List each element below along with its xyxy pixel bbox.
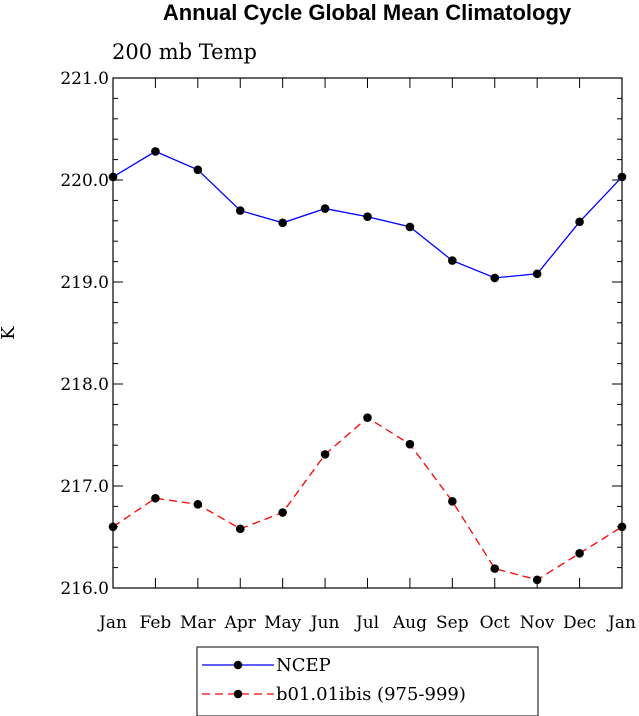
x-tick-label: Jun (309, 613, 340, 633)
data-point (532, 575, 542, 585)
x-tick-label: Apr (224, 613, 257, 633)
data-point (320, 204, 330, 213)
data-point (193, 500, 203, 509)
y-tick-label: 219.0 (60, 273, 109, 293)
y-tick-labels: 216.0 217.0 218.0 219.0 220.0 221.0 (60, 69, 109, 599)
y-axis-label: K (0, 326, 19, 340)
data-point (617, 172, 627, 182)
data-point (235, 524, 245, 534)
series-line-1 (112, 416, 623, 581)
y-tick-label: 216.0 (60, 579, 109, 599)
data-point (363, 212, 372, 222)
chart-subtitle: 200 mb Temp (112, 40, 257, 64)
data-point (193, 165, 203, 175)
data-point (235, 206, 245, 215)
legend-label-ncep: NCEP (276, 655, 331, 676)
y-tick-label: 217.0 (60, 477, 109, 497)
data-point (490, 564, 500, 573)
x-tick-label: Aug (392, 613, 427, 633)
data-point (448, 256, 457, 265)
legend: NCEP b01.01ibis (975-999) (196, 646, 539, 716)
axis-ticks (112, 77, 623, 589)
data-point (405, 439, 415, 449)
data-point (448, 497, 457, 506)
x-tick-label: Sep (436, 613, 469, 633)
x-tick-label: Jan (97, 613, 127, 633)
y-tick-label: 221.0 (60, 69, 109, 89)
data-point (532, 269, 542, 279)
plot-frame (112, 77, 623, 589)
x-tick-label: Jan (606, 613, 636, 633)
data-point (617, 522, 627, 532)
legend-marker-ncep (233, 660, 243, 670)
data-point (151, 147, 160, 156)
legend-marker-b01 (233, 689, 243, 699)
y-tick-label: 218.0 (60, 375, 109, 395)
data-point (575, 549, 584, 558)
chart-title: Annual Cycle Global Mean Climatology (163, 0, 572, 25)
data-point (320, 450, 330, 459)
x-tick-label: May (264, 613, 302, 633)
y-tick-label: 220.0 (60, 171, 109, 191)
data-point (278, 508, 287, 517)
data-point (363, 413, 372, 422)
x-tick-label: Nov (520, 613, 555, 633)
data-point (490, 273, 500, 283)
data-point (108, 522, 118, 532)
data-point (405, 222, 415, 232)
series-markers (108, 147, 627, 585)
data-point (108, 172, 118, 182)
x-tick-label: Oct (480, 613, 510, 633)
data-point (151, 493, 160, 503)
x-tick-label: Feb (140, 613, 172, 633)
x-tick-label: Mar (180, 613, 217, 633)
legend-box (196, 646, 539, 716)
data-point (278, 218, 287, 228)
data-point (575, 217, 584, 227)
x-tick-label: Jul (354, 613, 379, 633)
x-tick-label: Dec (563, 613, 596, 633)
x-tick-labels: Jan Feb Mar Apr May Jun Jul Aug Sep Oct Nov Dec Jan (97, 613, 636, 633)
legend-label-b01: b01.01ibis (975-999) (276, 684, 466, 705)
